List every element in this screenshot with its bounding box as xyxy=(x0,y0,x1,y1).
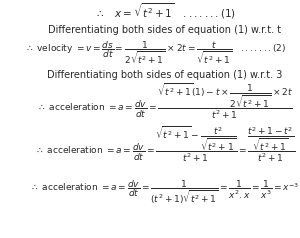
Text: $\therefore\;$acceleration$\;=a=\dfrac{dv}{dt}=\dfrac{\sqrt{t^2+1}(1)-t\times\df: $\therefore\;$acceleration$\;=a=\dfrac{d… xyxy=(37,81,293,121)
Text: $\therefore\;$acceleration$\;=a=\dfrac{dv}{dt}=\dfrac{\sqrt{t^2+1}-\dfrac{t^2}{\: $\therefore\;$acceleration$\;=a=\dfrac{d… xyxy=(35,124,295,164)
Text: Differentiating both sides of equation (1) w.r.t. 3: Differentiating both sides of equation (… xyxy=(47,70,283,80)
Text: $\therefore\;$velocity$\;=v=\dfrac{ds}{dt}=\dfrac{1}{2\sqrt{t^2+1}}\times 2t=\df: $\therefore\;$velocity$\;=v=\dfrac{ds}{d… xyxy=(25,40,287,67)
Text: $\therefore \quad x = \sqrt{t^2+1} \quad ....... (1)$: $\therefore \quad x = \sqrt{t^2+1} \quad… xyxy=(94,1,236,20)
Text: Differentiating both sides of equation (1) w.r.t. t: Differentiating both sides of equation (… xyxy=(48,25,282,35)
Text: $\therefore\;$acceleration$\;=a=\dfrac{dv}{dt}=\dfrac{1}{(t^2+1)\sqrt{t^2+1}}=\d: $\therefore\;$acceleration$\;=a=\dfrac{d… xyxy=(30,179,300,206)
